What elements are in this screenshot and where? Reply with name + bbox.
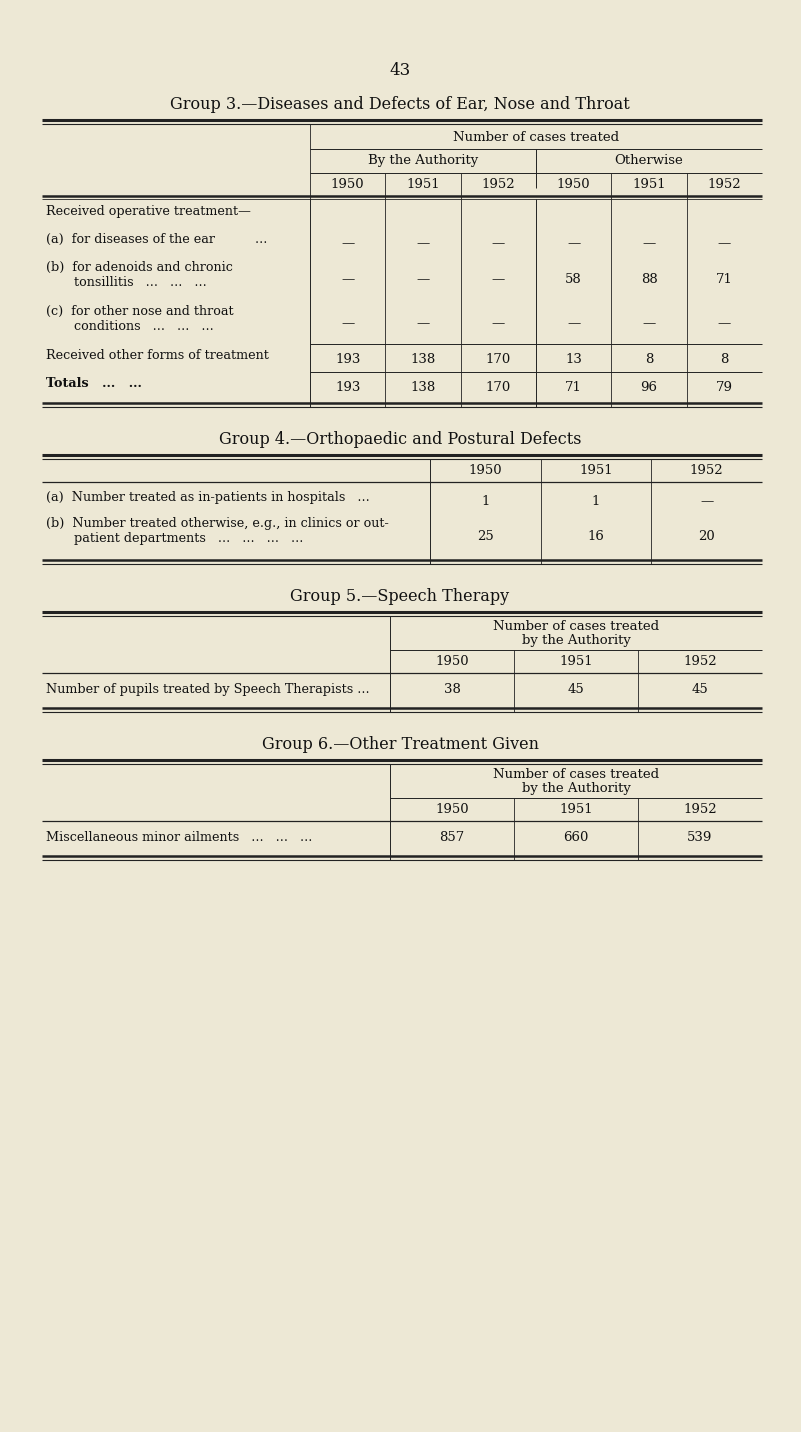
Text: 1952: 1952 <box>683 654 717 667</box>
Text: 58: 58 <box>566 274 582 286</box>
Text: 16: 16 <box>588 530 605 543</box>
Text: —: — <box>492 316 505 329</box>
Text: Number of cases treated: Number of cases treated <box>453 130 619 145</box>
Text: 45: 45 <box>568 683 585 696</box>
Text: 170: 170 <box>485 381 511 394</box>
Text: 8: 8 <box>720 354 729 367</box>
Text: —: — <box>718 238 731 251</box>
Text: (c)  for other nose and throat
       conditions   ...   ...   ...: (c) for other nose and throat conditions… <box>46 305 234 334</box>
Text: 138: 138 <box>410 381 436 394</box>
Text: 71: 71 <box>716 274 733 286</box>
Text: 1951: 1951 <box>559 654 593 667</box>
Text: 1952: 1952 <box>707 178 741 190</box>
Text: Totals   ...   ...: Totals ... ... <box>46 377 142 390</box>
Text: 1: 1 <box>481 495 489 508</box>
Text: —: — <box>492 274 505 286</box>
Text: Otherwise: Otherwise <box>614 155 683 168</box>
Text: (a)  Number treated as in-patients in hospitals   ...: (a) Number treated as in-patients in hos… <box>46 491 370 504</box>
Text: 539: 539 <box>687 831 713 843</box>
Text: Number of cases treated: Number of cases treated <box>493 620 659 633</box>
Text: 13: 13 <box>566 354 582 367</box>
Text: 38: 38 <box>444 683 461 696</box>
Text: —: — <box>341 238 354 251</box>
Text: Number of pupils treated by Speech Therapists ...: Number of pupils treated by Speech Thera… <box>46 683 369 696</box>
Text: 1952: 1952 <box>690 464 723 477</box>
Text: Received other forms of treatment: Received other forms of treatment <box>46 349 269 362</box>
Text: (b)  Number treated otherwise, e.g., in clinics or out-
       patient departmen: (b) Number treated otherwise, e.g., in c… <box>46 517 388 546</box>
Text: Miscellaneous minor ailments   ...   ...   ...: Miscellaneous minor ailments ... ... ... <box>46 831 312 843</box>
Text: 857: 857 <box>440 831 465 843</box>
Text: —: — <box>417 274 429 286</box>
Text: 138: 138 <box>410 354 436 367</box>
Text: 660: 660 <box>563 831 589 843</box>
Text: 96: 96 <box>641 381 658 394</box>
Text: —: — <box>417 238 429 251</box>
Text: —: — <box>341 316 354 329</box>
Text: By the Authority: By the Authority <box>368 155 478 168</box>
Text: 1952: 1952 <box>683 803 717 816</box>
Text: by the Authority: by the Authority <box>521 634 630 647</box>
Text: 1951: 1951 <box>579 464 613 477</box>
Text: 1951: 1951 <box>632 178 666 190</box>
Text: Received operative treatment—: Received operative treatment— <box>46 205 251 218</box>
Text: —: — <box>417 316 429 329</box>
Text: 8: 8 <box>645 354 653 367</box>
Text: Number of cases treated: Number of cases treated <box>493 768 659 780</box>
Text: 25: 25 <box>477 530 493 543</box>
Text: —: — <box>492 238 505 251</box>
Text: 193: 193 <box>335 381 360 394</box>
Text: —: — <box>567 238 580 251</box>
Text: Group 6.—Other Treatment Given: Group 6.—Other Treatment Given <box>261 736 538 753</box>
Text: 170: 170 <box>485 354 511 367</box>
Text: 1952: 1952 <box>481 178 515 190</box>
Text: Group 4.—Orthopaedic and Postural Defects: Group 4.—Orthopaedic and Postural Defect… <box>219 431 582 448</box>
Text: 43: 43 <box>389 62 411 79</box>
Text: 45: 45 <box>691 683 708 696</box>
Text: —: — <box>567 316 580 329</box>
Text: 1950: 1950 <box>469 464 502 477</box>
Text: 1951: 1951 <box>559 803 593 816</box>
Text: 1950: 1950 <box>435 803 469 816</box>
Text: by the Authority: by the Authority <box>521 782 630 795</box>
Text: Group 5.—Speech Therapy: Group 5.—Speech Therapy <box>291 589 509 604</box>
Text: 88: 88 <box>641 274 658 286</box>
Text: 20: 20 <box>698 530 715 543</box>
Text: 1: 1 <box>592 495 600 508</box>
Text: (a)  for diseases of the ear          ...: (a) for diseases of the ear ... <box>46 233 268 246</box>
Text: 1950: 1950 <box>557 178 590 190</box>
Text: 79: 79 <box>716 381 733 394</box>
Text: 71: 71 <box>566 381 582 394</box>
Text: 1951: 1951 <box>406 178 440 190</box>
Text: 1950: 1950 <box>435 654 469 667</box>
Text: Group 3.—Diseases and Defects of Ear, Nose and Throat: Group 3.—Diseases and Defects of Ear, No… <box>170 96 630 113</box>
Text: —: — <box>341 274 354 286</box>
Text: (b)  for adenoids and chronic
       tonsillitis   ...   ...   ...: (b) for adenoids and chronic tonsillitis… <box>46 261 233 289</box>
Text: —: — <box>700 495 714 508</box>
Text: —: — <box>642 238 656 251</box>
Text: —: — <box>642 316 656 329</box>
Text: 193: 193 <box>335 354 360 367</box>
Text: —: — <box>718 316 731 329</box>
Text: 1950: 1950 <box>331 178 364 190</box>
